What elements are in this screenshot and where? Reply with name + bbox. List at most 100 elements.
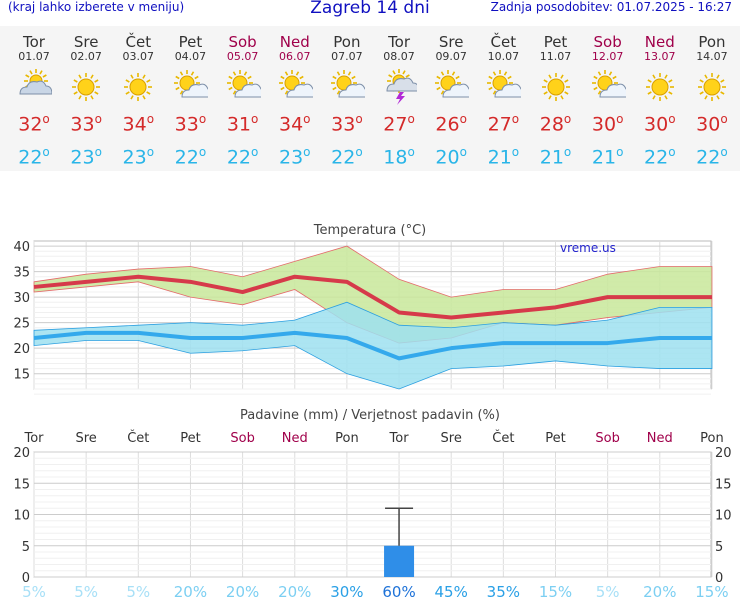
day-name: Čet — [125, 33, 152, 51]
day-name: Pet — [543, 33, 568, 51]
max-temp: 31o — [226, 112, 259, 136]
day-name: Pet — [178, 33, 203, 51]
day-column: Čet 10.07 27o 21o — [477, 26, 529, 169]
day-column: Čet 03.07 34o 23o — [112, 26, 164, 169]
top-bar: (kraj lahko izberete v meniju) Zagreb 14… — [0, 0, 740, 22]
y-tick-label-left: 20 — [13, 446, 30, 461]
chart-title: Temperatura (°C) — [313, 223, 426, 238]
day-name: Ned — [644, 33, 675, 51]
y-tick-label-left: 10 — [13, 509, 30, 524]
sun-cloud-icon — [477, 69, 529, 105]
max-temp: 28o — [539, 112, 572, 136]
daily-forecast-strip: Tor 01.07 32o 22o Sre 02.07 33o 23o Čet 03.07 34o 2… — [0, 26, 740, 171]
x-tick-label: Sre — [441, 431, 462, 446]
precip-probability: 45% — [435, 583, 468, 600]
location-hint[interactable]: (kraj lahko izberete v meniju) — [8, 0, 185, 14]
page-title: Zagreb 14 dni — [310, 0, 430, 18]
x-tick-label: Tor — [389, 431, 410, 446]
min-temp: 22o — [331, 145, 363, 169]
day-column: Sre 02.07 33o 23o — [60, 26, 112, 169]
precip-probability: 20% — [643, 583, 676, 600]
x-tick-label: Sre — [75, 431, 96, 446]
min-temp: 22o — [174, 145, 207, 169]
last-updated: Zadnja posodobitev: 01.07.2025 - 16:27 — [490, 0, 732, 14]
sun-cloud-icon — [321, 69, 373, 105]
day-column: Sre 09.07 26o 20o — [425, 26, 477, 169]
x-tick-label: Sob — [230, 431, 254, 446]
precip-probability: 15% — [695, 583, 728, 600]
max-temp: 33o — [331, 112, 363, 136]
day-name: Sob — [228, 33, 257, 51]
day-date: 05.07 — [226, 50, 259, 63]
x-tick-label: Čet — [127, 430, 149, 446]
x-tick-label: Pet — [545, 431, 565, 446]
day-date: 11.07 — [539, 50, 572, 63]
watermark: vreme.us — [560, 241, 616, 255]
max-temp-line — [33, 274, 712, 320]
day-column: Tor 08.07 27o 18o — [373, 26, 425, 169]
max-temp: 32o — [18, 112, 50, 136]
min-temp: 22o — [18, 145, 50, 169]
day-name: Sob — [593, 33, 622, 51]
day-name: Ned — [279, 33, 310, 51]
sun-icon — [60, 69, 112, 105]
day-name: Pon — [698, 33, 726, 51]
day-column: Pon 14.07 30o 22o — [686, 26, 738, 169]
day-date: 02.07 — [70, 50, 102, 63]
y-tick-label-right: 0 — [715, 571, 723, 586]
y-tick-label: 25 — [13, 317, 30, 332]
max-temp: 26o — [435, 112, 467, 136]
x-tick-label: Ned — [647, 431, 673, 446]
day-name: Tor — [23, 33, 45, 51]
day-name: Sre — [73, 33, 99, 51]
y-tick-label-left: 5 — [22, 540, 30, 555]
y-tick-label: 30 — [13, 291, 30, 306]
y-tick-label-right: 5 — [715, 540, 723, 555]
day-column: Sob 05.07 31o 22o — [217, 26, 269, 169]
day-date: 12.07 — [591, 50, 624, 63]
y-tick-label-right: 15 — [715, 477, 732, 492]
min-temp: 21o — [591, 145, 624, 169]
day-name: Sre — [438, 33, 464, 51]
min-temp: 21o — [539, 145, 572, 169]
y-tick-label: 15 — [13, 368, 30, 383]
sun-cloud-icon — [269, 69, 321, 105]
min-temp-range — [33, 301, 713, 390]
min-temp: 21o — [487, 145, 520, 169]
min-temp: 22o — [644, 145, 676, 169]
day-column: Ned 13.07 30o 22o — [634, 26, 686, 169]
y-tick-label-right: 20 — [715, 446, 732, 461]
max-temp: 30o — [591, 112, 624, 136]
day-name: Tor — [388, 33, 411, 51]
day-date: 01.07 — [18, 50, 50, 63]
precip-probability: 5% — [126, 583, 150, 600]
partly-cloudy-icon — [8, 69, 60, 105]
day-column: Ned 06.07 34o 23o — [269, 26, 321, 169]
day-date: 03.07 — [122, 50, 155, 63]
max-temp: 30o — [644, 112, 676, 136]
precip-probability: 5% — [596, 583, 620, 600]
x-tick-label: Pet — [180, 431, 200, 446]
precip-probability: 20% — [226, 583, 259, 600]
day-column: Sob 12.07 30o 21o — [582, 26, 634, 169]
day-column: Pet 04.07 33o 22o — [164, 26, 216, 169]
max-temp: 27o — [383, 112, 415, 136]
precip-probability: 30% — [330, 583, 363, 600]
x-tick-label: Pon — [335, 431, 359, 446]
chart-title: Padavine (mm) / Verjetnost padavin (%) — [240, 408, 500, 423]
y-tick-label: 40 — [13, 240, 30, 255]
x-tick-label: Tor — [23, 431, 44, 446]
x-tick-label: Čet — [492, 430, 514, 446]
sun-cloud-icon — [425, 69, 477, 105]
day-date: 13.07 — [644, 50, 676, 63]
x-tick-label: Sob — [595, 431, 619, 446]
day-date: 06.07 — [279, 50, 311, 63]
day-date: 14.07 — [696, 50, 728, 63]
min-temp: 22o — [226, 145, 259, 169]
max-temp: 34o — [122, 112, 155, 136]
day-date: 04.07 — [174, 50, 207, 63]
min-temp: 18o — [383, 145, 415, 169]
day-column: Tor 01.07 32o 22o — [8, 26, 60, 169]
sun-cloud-icon — [217, 69, 269, 105]
day-date: 10.07 — [487, 50, 520, 63]
